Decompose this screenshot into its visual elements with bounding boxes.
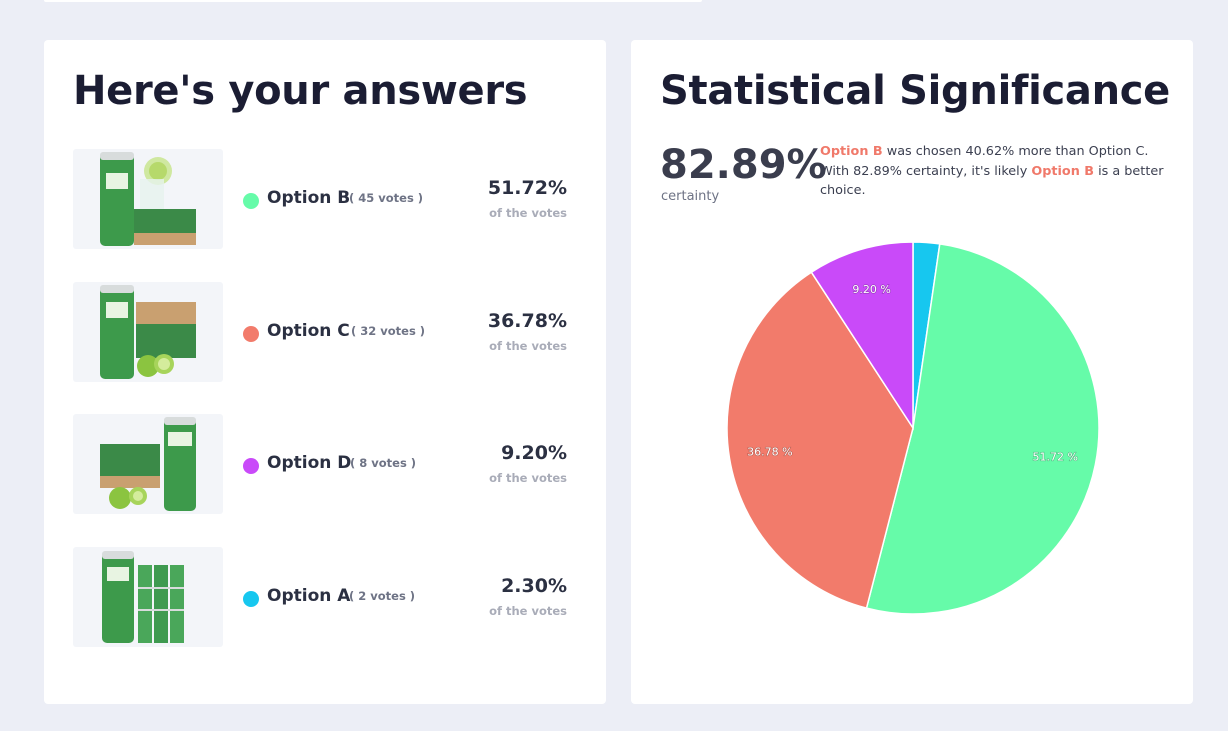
answer-row-option-a[interactable]: Option A ( 2 votes ) 2.30% of the votes: [73, 546, 573, 647]
product-image-option-a: [73, 546, 223, 647]
pie-slice-option-d[interactable]: [810, 241, 914, 431]
vote-percent: 9.20%: [501, 442, 567, 464]
vote-count: ( 45 votes ): [349, 191, 424, 205]
product-image-option-c: [73, 281, 223, 382]
vote-percent: 51.72%: [487, 177, 567, 199]
of-the-votes-label: of the votes: [489, 471, 567, 485]
answer-row-option-c[interactable]: Option C ( 32 votes ) 36.78% of the vote…: [73, 281, 573, 382]
statistical-significance-title: Statistical Significance: [660, 68, 1171, 114]
pie-slice-label: 9.20 %: [852, 283, 890, 296]
product-image-option-d: [73, 414, 223, 514]
statistical-significance-card: Statistical Significance 82.89% certaint…: [631, 40, 1193, 704]
option-b-color-dot: [243, 193, 259, 209]
answers-title: Here's your answers: [73, 68, 528, 114]
vote-percent: 36.78%: [487, 309, 567, 332]
vote-count: ( 8 votes ): [350, 456, 417, 470]
vote-count: ( 32 votes ): [351, 323, 426, 338]
pie-slice-option-b[interactable]: [865, 243, 1100, 615]
answer-list: Option B ( 45 votes ) 51.72% of the vote…: [73, 149, 573, 679]
pie-slice-label: 51.72 %: [1033, 451, 1078, 464]
significance-explanation: Option B was chosen 40.62% more than Opt…: [820, 142, 1165, 201]
certainty-value: 82.89%: [660, 142, 827, 188]
option-label: Option A: [267, 585, 351, 606]
winner-highlight: Option B: [820, 144, 883, 159]
previous-card-edge: [44, 0, 702, 2]
pie-slice-option-c[interactable]: [726, 271, 914, 610]
answers-card: Here's your answers Option B ( 45 votes …: [44, 40, 606, 704]
vote-percent: 2.30%: [501, 574, 567, 597]
explanation-text: is a better choice.: [820, 163, 1164, 199]
winner-highlight: Option B: [1031, 163, 1095, 179]
vote-share-pie-chart: 51.72 % 36.78 % 9.20 %: [726, 241, 1100, 615]
option-d-color-dot: [243, 458, 259, 474]
option-label: Option B: [267, 188, 351, 208]
option-label: Option C: [267, 320, 350, 341]
of-the-votes-label: of the votes: [489, 603, 567, 618]
option-c-color-dot: [243, 325, 259, 342]
option-label: Option D: [267, 453, 352, 473]
vote-count: ( 2 votes ): [349, 588, 416, 603]
product-image-option-b: [73, 149, 223, 249]
of-the-votes-label: of the votes: [489, 338, 567, 353]
explanation-text: was chosen 40.62% more than Option C. Wi…: [820, 144, 1149, 179]
of-the-votes-label: of the votes: [489, 206, 567, 220]
answer-row-option-b[interactable]: Option B ( 45 votes ) 51.72% of the vote…: [73, 149, 573, 249]
certainty-label: certainty: [661, 189, 720, 204]
answer-row-option-d[interactable]: Option D ( 8 votes ) 9.20% of the votes: [73, 414, 573, 514]
option-a-color-dot: [243, 590, 259, 607]
pie-slice-label: 36.78 %: [747, 446, 792, 459]
